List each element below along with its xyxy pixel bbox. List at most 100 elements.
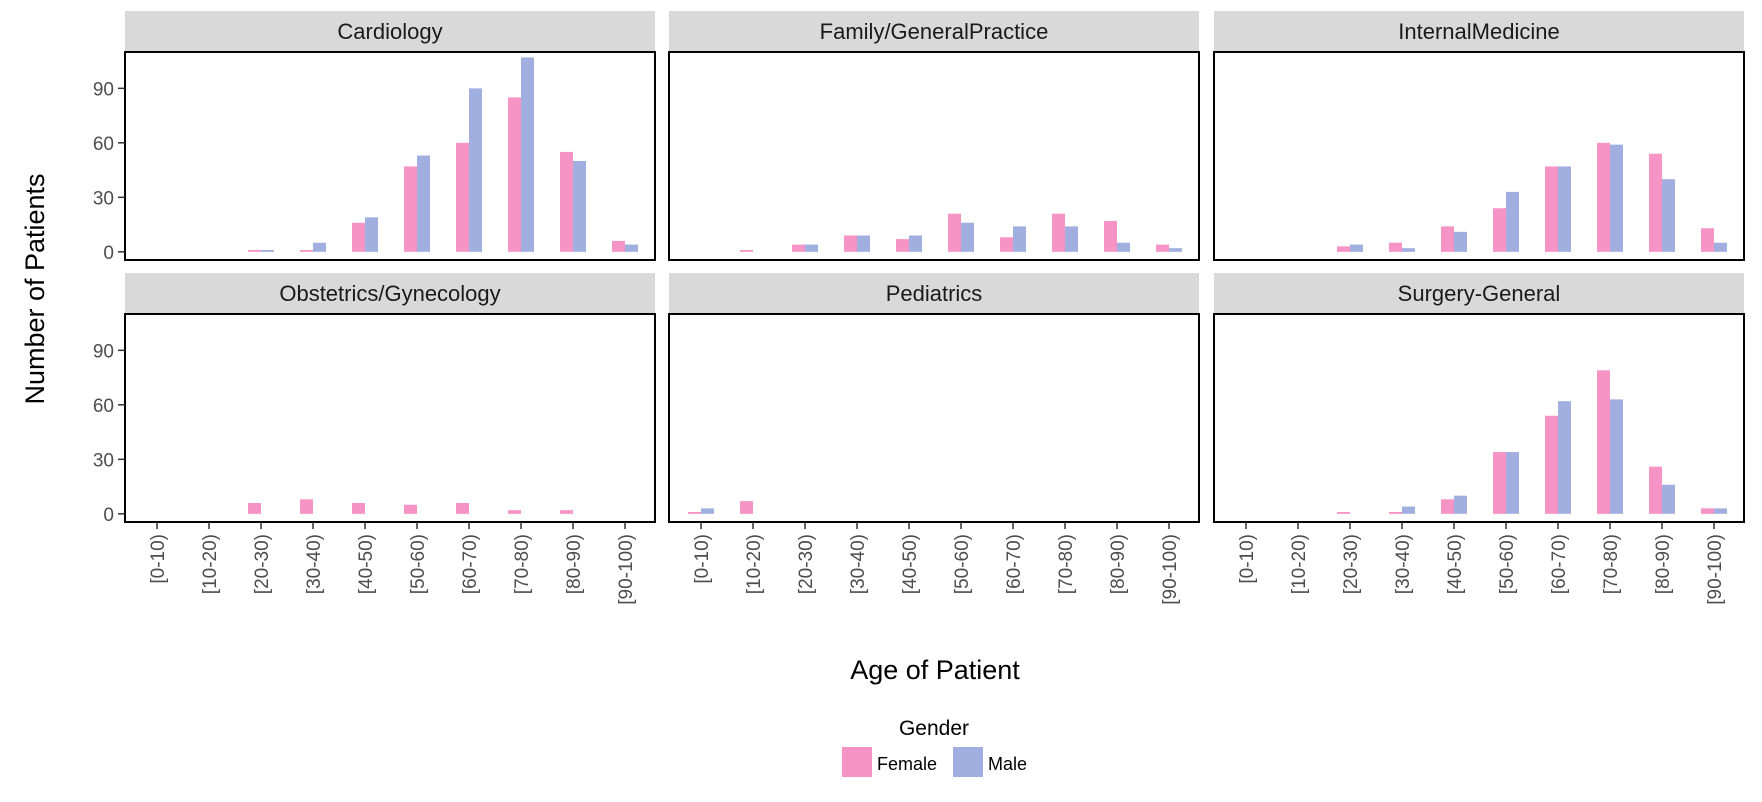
facet-title-surgery-general: Surgery-General: [1398, 281, 1561, 306]
facet-title-pediatrics: Pediatrics: [886, 281, 983, 306]
bar-family-generalpractice-male-30-40: [857, 235, 870, 252]
bar-surgery-general-female-70-80: [1597, 370, 1610, 514]
facet-title-family-generalpractice: Family/GeneralPractice: [820, 19, 1049, 44]
facet-title-obstetrics-gynecology: Obstetrics/Gynecology: [279, 281, 500, 306]
bar-obstetrics-gynecology-female-50-60: [404, 504, 417, 514]
legend-title: Gender: [899, 717, 969, 740]
bar-internalmedicine-male-50-60: [1506, 191, 1519, 252]
x-tick-label-obstetrics-gynecology-60-70: [60-70): [460, 534, 481, 594]
bar-cardiology-female-80-90: [560, 151, 573, 252]
bar-surgery-general-female-40-50: [1441, 499, 1454, 514]
legend-label-female: Female: [877, 754, 937, 774]
bar-family-generalpractice-female-20-30: [792, 244, 805, 252]
x-tick-label-pediatrics-50-60: [50-60): [952, 534, 973, 594]
bar-family-generalpractice-male-20-30: [805, 244, 818, 252]
facet-title-internalmedicine: InternalMedicine: [1398, 19, 1559, 44]
bar-cardiology-male-30-40: [313, 242, 326, 252]
bar-surgery-general-female-80-90: [1649, 466, 1662, 514]
bar-cardiology-male-20-30: [261, 250, 274, 252]
bar-obstetrics-gynecology-female-30-40: [300, 499, 313, 514]
bar-surgery-general-female-50-60: [1493, 452, 1506, 514]
bar-family-generalpractice-female-70-80: [1052, 213, 1065, 252]
bar-family-generalpractice-female-10-20: [740, 250, 753, 252]
y-tick-label-cardiology-60: 60: [93, 134, 114, 155]
bar-internalmedicine-male-40-50: [1454, 231, 1467, 252]
y-tick-label-obstetrics-gynecology-90: 90: [93, 341, 114, 362]
x-tick-label-surgery-general-80-90: [80-90): [1653, 534, 1674, 594]
y-tick-label-cardiology-90: 90: [93, 79, 114, 100]
panel-border-obstetrics-gynecology: [124, 313, 656, 523]
bar-cardiology-female-60-70: [456, 142, 469, 252]
bar-surgery-general-male-70-80: [1610, 399, 1623, 514]
bar-internalmedicine-female-20-30: [1337, 246, 1350, 252]
y-tick-label-cardiology-30: 30: [93, 188, 114, 209]
x-tick-label-obstetrics-gynecology-80-90: [80-90): [564, 534, 585, 594]
x-tick-label-pediatrics-30-40: [30-40): [848, 534, 869, 594]
bar-obstetrics-gynecology-female-60-70: [456, 502, 469, 514]
x-tick-label-pediatrics-80-90: [80-90): [1108, 534, 1129, 594]
x-tick-label-surgery-general-40-50: [40-50): [1445, 534, 1466, 594]
bar-obstetrics-gynecology-female-40-50: [352, 502, 365, 514]
x-tick-label-pediatrics-20-30: [20-30): [796, 534, 817, 594]
x-tick-label-pediatrics-70-80: [70-80): [1056, 534, 1077, 594]
bar-surgery-general-female-30-40: [1389, 512, 1402, 514]
x-tick-label-surgery-general-0-10: [0-10): [1237, 534, 1258, 584]
facet-title-cardiology: Cardiology: [337, 19, 442, 44]
bar-obstetrics-gynecology-female-20-30: [248, 502, 261, 514]
x-tick-label-obstetrics-gynecology-0-10: [0-10): [148, 534, 169, 584]
x-tick-label-obstetrics-gynecology-40-50: [40-50): [356, 534, 377, 594]
facet-strip-family-generalpractice: [669, 11, 1199, 52]
facet-grid: Cardiology 0 30 60 90 Family/GeneralPractice I…: [93, 11, 1745, 605]
x-tick-label-obstetrics-gynecology-20-30: [20-30): [252, 534, 273, 594]
bar-internalmedicine-female-60-70: [1545, 166, 1558, 252]
bar-cardiology-female-90-100: [612, 240, 625, 252]
x-tick-label-obstetrics-gynecology-50-60: [50-60): [408, 534, 429, 594]
bar-surgery-general-male-30-40: [1402, 506, 1415, 514]
bar-family-generalpractice-male-70-80: [1065, 226, 1078, 252]
bar-internalmedicine-male-30-40: [1402, 248, 1415, 252]
panel-border-family-generalpractice: [668, 51, 1200, 261]
bar-surgery-general-male-80-90: [1662, 484, 1675, 514]
bar-pediatrics-male-0-10: [701, 508, 714, 514]
bar-cardiology-male-50-60: [417, 155, 430, 252]
legend-label-male: Male: [988, 754, 1027, 774]
bar-cardiology-male-70-80: [521, 57, 534, 252]
bar-cardiology-female-20-30: [248, 250, 261, 252]
bar-pediatrics-female-10-20: [740, 501, 753, 514]
bar-internalmedicine-male-60-70: [1558, 166, 1571, 252]
panel-border-pediatrics: [668, 313, 1200, 523]
bar-cardiology-female-70-80: [508, 97, 521, 252]
panel-border-surgery-general: [1213, 313, 1745, 523]
x-tick-label-pediatrics-90-100: [90-100): [1160, 534, 1181, 605]
bar-cardiology-female-50-60: [404, 166, 417, 252]
x-tick-label-surgery-general-70-80: [70-80): [1601, 534, 1622, 594]
bar-internalmedicine-female-80-90: [1649, 153, 1662, 252]
bar-surgery-general-female-60-70: [1545, 415, 1558, 514]
legend-key-female: [842, 747, 872, 777]
bar-surgery-general-male-50-60: [1506, 452, 1519, 514]
bar-obstetrics-gynecology-female-70-80: [508, 510, 521, 514]
bar-cardiology-male-90-100: [625, 244, 638, 252]
facet-strip-cardiology: [125, 11, 655, 52]
bar-family-generalpractice-male-90-100: [1169, 248, 1182, 252]
bar-cardiology-male-80-90: [573, 160, 586, 252]
x-tick-label-surgery-general-50-60: [50-60): [1497, 534, 1518, 594]
y-axis-title: Number of Patients: [20, 173, 50, 404]
bar-internalmedicine-male-80-90: [1662, 179, 1675, 252]
facet-strip-obstetrics-gynecology: [125, 273, 655, 314]
legend: Gender Female Male: [842, 717, 1027, 777]
y-tick-label-obstetrics-gynecology-30: 30: [93, 450, 114, 471]
x-tick-label-pediatrics-0-10: [0-10): [692, 534, 713, 584]
bar-family-generalpractice-female-80-90: [1104, 220, 1117, 252]
bar-surgery-general-male-60-70: [1558, 401, 1571, 514]
bar-internalmedicine-male-20-30: [1350, 244, 1363, 252]
bar-internalmedicine-male-90-100: [1714, 242, 1727, 252]
x-tick-label-pediatrics-60-70: [60-70): [1004, 534, 1025, 594]
bar-internalmedicine-female-40-50: [1441, 226, 1454, 252]
bar-family-generalpractice-male-60-70: [1013, 226, 1026, 252]
bar-family-generalpractice-female-40-50: [896, 239, 909, 252]
bar-surgery-general-female-90-100: [1701, 508, 1714, 514]
x-tick-label-surgery-general-10-20: [10-20): [1289, 534, 1310, 594]
bar-family-generalpractice-female-60-70: [1000, 237, 1013, 252]
